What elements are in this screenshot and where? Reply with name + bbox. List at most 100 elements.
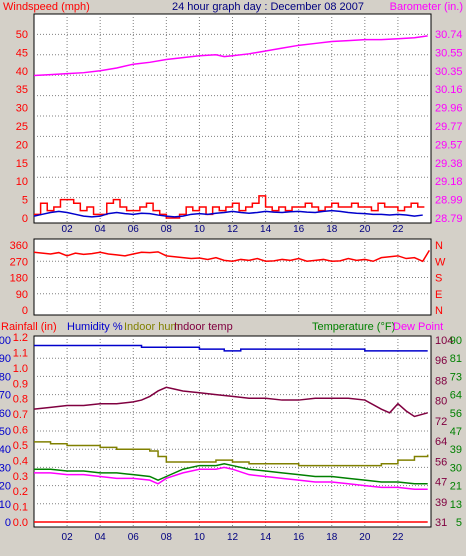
baro-tick-label: 28.79 bbox=[435, 213, 463, 225]
rain-tick-label: 1.1 bbox=[13, 347, 28, 359]
rain-tick-label: 0.1 bbox=[13, 502, 28, 514]
direction-tick-label: 270 bbox=[10, 256, 28, 268]
temperature-tick-label: 81 bbox=[450, 353, 462, 365]
temperature-tick-label: 73 bbox=[450, 371, 462, 383]
x-tick-label: 22 bbox=[392, 224, 404, 235]
rain-tick-label: 1.2 bbox=[13, 332, 28, 344]
x-tick-label: 18 bbox=[326, 224, 338, 235]
humidity-tick-label: 30 bbox=[0, 462, 11, 474]
direction-left-ticks: 0 90 180 270 360 bbox=[10, 240, 28, 317]
wind-left-ticks: 0 5 10 15 20 25 30 35 40 45 50 bbox=[16, 29, 28, 225]
baro-tick-label: 30.16 bbox=[435, 84, 463, 96]
indoor-temp-tick-label: 31 bbox=[435, 517, 447, 529]
wind-line bbox=[34, 195, 425, 219]
humidity-line bbox=[34, 344, 428, 352]
baro-tick-label: 28.99 bbox=[435, 195, 463, 207]
indoor-temp-tick-label: 64 bbox=[435, 436, 447, 448]
x-tick-label: 20 bbox=[359, 532, 371, 543]
rain-tick-label: 0.3 bbox=[13, 471, 28, 483]
rain-tick-label: 0.4 bbox=[13, 455, 28, 467]
temperature-tick-label: 30 bbox=[450, 462, 462, 474]
indoor-temp-tick-label: 39 bbox=[435, 497, 447, 509]
indoor-temp-tick-label: 72 bbox=[435, 416, 447, 428]
humidity-tick-label: 50 bbox=[0, 426, 11, 438]
dewpoint-line bbox=[34, 466, 428, 490]
humidity-tick-label: 0 bbox=[5, 517, 11, 529]
baro-right-ticks: 28.79 28.99 29.18 29.38 29.57 29.77 29.96 30.16… bbox=[435, 29, 463, 225]
humidity-tick-label: 10 bbox=[0, 499, 11, 511]
x-tick-label: 06 bbox=[128, 224, 140, 235]
humidity-tick-label: 40 bbox=[0, 444, 11, 456]
temperature-tick-label: 64 bbox=[450, 390, 462, 402]
baro-tick-label: 30.55 bbox=[435, 47, 463, 59]
rain-ticks: 0.0 0.1 0.2 0.3 0.4 0.5 0.6 0.7 0.8 0.9 1.0 1.1 1.2 bbox=[13, 332, 28, 529]
x-tick-label: 22 bbox=[392, 532, 404, 543]
temperature-tick-label: 90 bbox=[450, 335, 462, 347]
x-tick-label: 14 bbox=[260, 224, 272, 235]
wind-tick-label: 20 bbox=[16, 139, 28, 151]
x-tick-label: 10 bbox=[194, 224, 206, 235]
x-tick-label: 12 bbox=[227, 224, 239, 235]
wind-tick-label: 35 bbox=[16, 84, 28, 96]
rain-tick-label: 0.2 bbox=[13, 486, 28, 498]
temperature-tick-label: 21 bbox=[450, 481, 462, 493]
compass-tick-label: N bbox=[435, 240, 443, 252]
direction-tick-label: 180 bbox=[10, 273, 28, 285]
compass-tick-label: W bbox=[435, 256, 446, 268]
wind-tick-label: 50 bbox=[16, 29, 28, 41]
wind-tick-label: 0 bbox=[22, 213, 28, 225]
indoor-temp-tick-label: 80 bbox=[435, 396, 447, 408]
temp-plot-grid bbox=[34, 336, 431, 527]
humidity-tick-label: 80 bbox=[0, 371, 11, 383]
wind-axis-label: Windspeed (mph) bbox=[3, 1, 90, 13]
x-tick-label: 02 bbox=[62, 532, 74, 543]
rain-tick-label: 0.7 bbox=[13, 409, 28, 421]
baro-tick-label: 29.77 bbox=[435, 121, 463, 133]
baro-tick-label: 30.35 bbox=[435, 66, 463, 78]
x-tick-label: 08 bbox=[161, 532, 173, 543]
humidity-tick-label: 60 bbox=[0, 408, 11, 420]
indoor-temp-line bbox=[33, 386, 428, 418]
compass-tick-label: N bbox=[435, 305, 443, 317]
wind-tick-label: 45 bbox=[16, 47, 28, 59]
direction-tick-label: 0 bbox=[22, 305, 28, 317]
indoor-temp-ticks: 31 39 47 56 64 72 80 88 96 104 bbox=[435, 335, 453, 529]
compass-tick-label: S bbox=[435, 273, 442, 285]
baro-line bbox=[33, 35, 428, 77]
temperature-tick-label: 39 bbox=[450, 444, 462, 456]
x-tick-label: 20 bbox=[359, 224, 371, 235]
baro-tick-label: 29.96 bbox=[435, 103, 463, 115]
x-tick-label: 10 bbox=[194, 532, 206, 543]
humidity-axis-label: Humidity % bbox=[67, 321, 123, 333]
wind-plot-grid bbox=[34, 14, 431, 223]
wind-tick-label: 5 bbox=[22, 195, 28, 207]
rain-tick-label: 0.5 bbox=[13, 440, 28, 452]
rain-tick-label: 0.9 bbox=[13, 378, 28, 390]
direction-line bbox=[33, 250, 430, 263]
temperature-tick-label: 5 bbox=[456, 517, 462, 529]
x-tick-label: 12 bbox=[227, 532, 239, 543]
temperature-axis-label: Temperature (°F) bbox=[312, 321, 395, 333]
baro-tick-label: 29.18 bbox=[435, 176, 463, 188]
wind-x-ticks: 02 04 06 08 10 12 14 16 18 20 22 bbox=[62, 224, 404, 235]
wind-tick-label: 15 bbox=[16, 158, 28, 170]
temperature-ticks: 5 13 21 30 39 47 56 64 73 81 90 bbox=[450, 335, 462, 529]
baro-axis-label: Barometer (in.) bbox=[390, 1, 463, 13]
indoor-temp-tick-label: 56 bbox=[435, 456, 447, 468]
humidity-tick-label: 70 bbox=[0, 390, 11, 402]
temp-x-ticks: 02 04 06 08 10 12 14 16 18 20 22 bbox=[62, 532, 404, 543]
humidity-tick-label: 90 bbox=[0, 353, 11, 365]
wind-tick-label: 10 bbox=[16, 176, 28, 188]
humidity-tick-label: 20 bbox=[0, 481, 11, 493]
x-tick-label: 08 bbox=[161, 224, 173, 235]
x-tick-label: 06 bbox=[128, 532, 140, 543]
baro-tick-label: 29.57 bbox=[435, 139, 463, 151]
x-tick-label: 04 bbox=[95, 224, 107, 235]
indoor-hum-axis-label: Indoor hum bbox=[124, 321, 180, 333]
indoor-temp-tick-label: 47 bbox=[435, 477, 447, 489]
indoor-temp-tick-label: 88 bbox=[435, 375, 447, 387]
rain-tick-label: 0.6 bbox=[13, 425, 28, 437]
humidity-tick-label: 100 bbox=[0, 335, 11, 347]
